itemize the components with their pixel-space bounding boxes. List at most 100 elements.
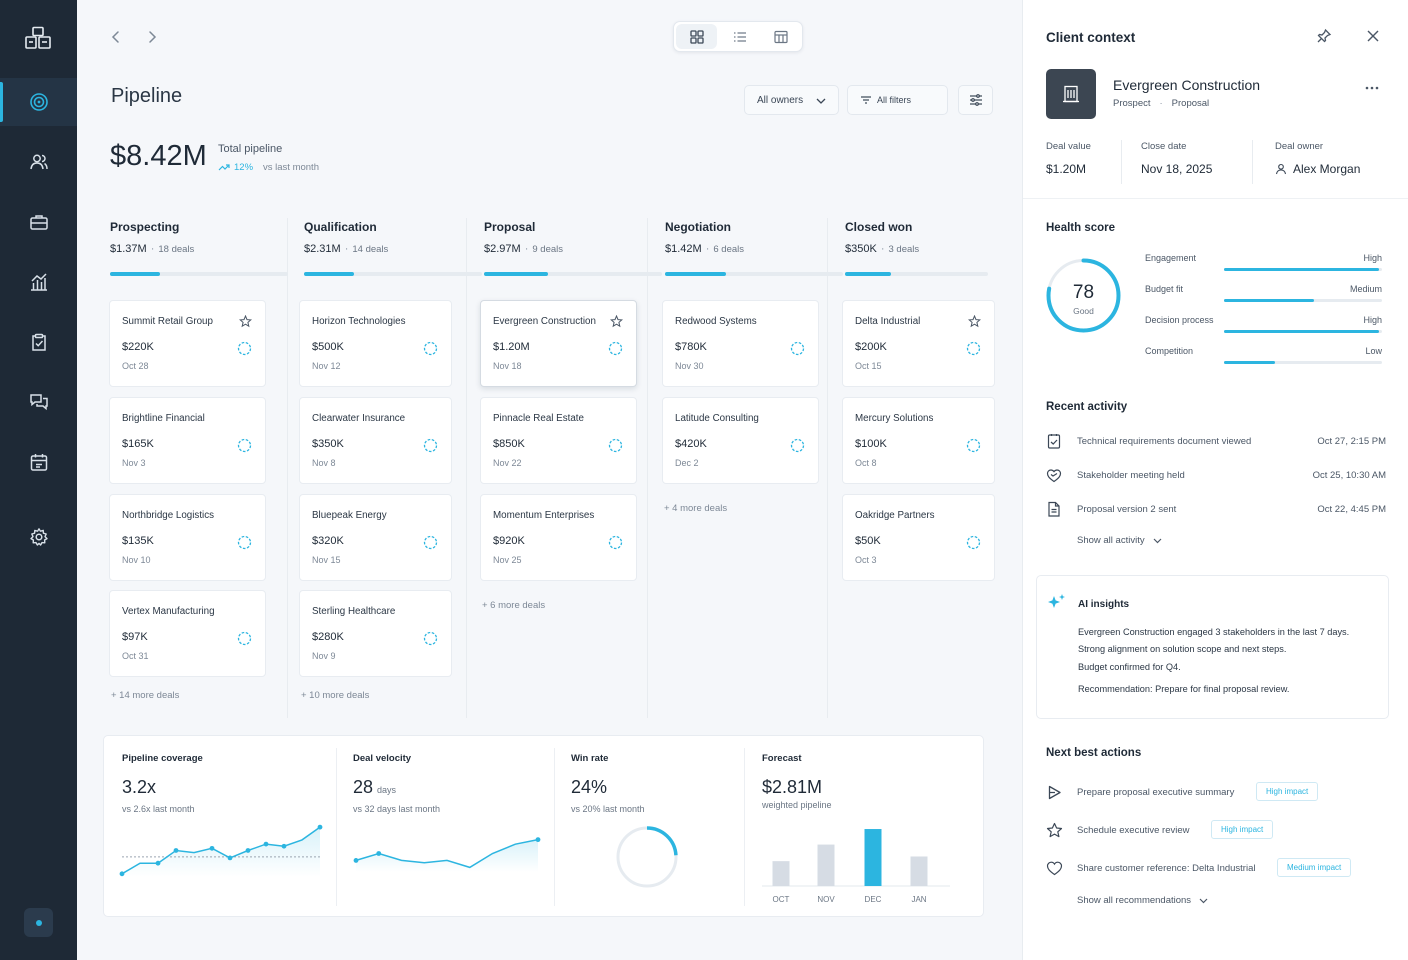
- stage-progress-fill: [665, 272, 726, 276]
- activity-item[interactable]: Technical requirements document viewed Oc…: [1046, 433, 1386, 449]
- health-metric-level: Medium: [1349, 284, 1382, 294]
- star-icon[interactable]: [968, 315, 981, 328]
- more-deals-link[interactable]: + 4 more deals: [664, 503, 728, 514]
- stage-meta: $1.42M · 6 deals: [665, 243, 745, 255]
- metric-sub: vs 20% last month: [571, 804, 645, 814]
- more-deals-link[interactable]: + 6 more deals: [482, 600, 546, 611]
- sidebar-item-tasks[interactable]: [0, 318, 77, 366]
- deal-value: $420K: [675, 438, 707, 450]
- forward-arrow-icon[interactable]: [143, 28, 161, 46]
- deal-date: Nov 18: [493, 361, 522, 371]
- metric-value: 28: [353, 777, 374, 797]
- show-all-recommendations-link[interactable]: Show all recommendations: [1077, 895, 1208, 906]
- stage-progress-fill: [484, 272, 549, 276]
- deal-card[interactable]: Redwood Systems $780K Nov 30: [662, 300, 819, 387]
- health-metric-track: [1224, 268, 1382, 271]
- activity-item[interactable]: Proposal version 2 sent Oct 22, 4:45 PM: [1046, 501, 1386, 517]
- next-action-item[interactable]: Schedule executive review High impact: [1046, 820, 1386, 840]
- next-action-item[interactable]: Share customer reference: Delta Industri…: [1046, 858, 1386, 878]
- deal-velocity-metric[interactable]: Deal velocity 28 days vs 32 days last mon…: [336, 736, 554, 918]
- owners-filter-dropdown[interactable]: All owners: [744, 85, 839, 115]
- sidebar-item-settings[interactable]: [0, 513, 77, 561]
- sidebar-item-messages[interactable]: [0, 378, 77, 426]
- pipeline-coverage-metric[interactable]: Pipeline coverage 3.2x vs 2.6x last mont…: [104, 736, 336, 918]
- deal-card[interactable]: Northbridge Logistics $135K Nov 10: [109, 494, 266, 581]
- metric-title: Win rate: [571, 753, 609, 764]
- data-point: [227, 855, 233, 861]
- deal-date: Oct 28: [122, 361, 149, 371]
- deal-card[interactable]: Vertex Manufacturing $97K Oct 31: [109, 590, 266, 677]
- data-point: [376, 851, 382, 856]
- back-arrow-icon[interactable]: [107, 28, 125, 46]
- panel-title: Client context: [1046, 30, 1136, 45]
- star-icon[interactable]: [239, 315, 252, 328]
- filter-icon: [861, 96, 871, 104]
- deal-value: $1.20M: [1046, 162, 1087, 176]
- tick-label: NOV: [817, 895, 835, 904]
- close-icon[interactable]: [1366, 29, 1380, 43]
- forecast-metric[interactable]: Forecast $2.81M weighted pipeline OCT NOV…: [744, 736, 984, 918]
- all-filters-button[interactable]: All filters: [847, 85, 948, 115]
- client-type: Prospect: [1113, 98, 1151, 109]
- next-action-text: Prepare proposal executive summary: [1077, 787, 1235, 798]
- deal-name: Bluepeak Energy: [312, 510, 387, 521]
- sidebar-item-deals[interactable]: [0, 198, 77, 246]
- deal-value: $165K: [122, 438, 154, 450]
- more-deals-link[interactable]: + 14 more deals: [111, 690, 180, 701]
- deal-card[interactable]: Summit Retail Group $220K Oct 28: [109, 300, 266, 387]
- deal-card[interactable]: Oakridge Partners $50K Oct 3: [842, 494, 995, 581]
- deal-card[interactable]: Latitude Consulting $420K Dec 2: [662, 397, 819, 484]
- stage-name: Proposal: [484, 220, 536, 234]
- sidebar-item-calendar[interactable]: [0, 438, 77, 486]
- deal-card[interactable]: Evergreen Construction $1.20M Nov 18: [480, 300, 637, 387]
- deal-card[interactable]: Bluepeak Energy $320K Nov 15: [299, 494, 452, 581]
- settings-sliders-button[interactable]: [958, 85, 993, 115]
- win-rate-metric[interactable]: Win rate 24% vs 20% last month: [554, 736, 744, 918]
- deal-card[interactable]: Delta Industrial $200K Oct 15: [842, 300, 995, 387]
- metric-title: Pipeline coverage: [122, 753, 203, 764]
- deal-card[interactable]: Pinnacle Real Estate $850K Nov 22: [480, 397, 637, 484]
- list-view-icon[interactable]: [719, 22, 760, 51]
- deal-name: Evergreen Construction: [493, 316, 596, 327]
- health-metric-track: [1224, 330, 1382, 333]
- metric-value: 3.2x: [122, 777, 157, 797]
- data-point: [281, 843, 287, 849]
- change-percent: 12%: [234, 162, 254, 173]
- table-view-icon[interactable]: [761, 22, 802, 51]
- status-ring-icon: [608, 535, 623, 550]
- stage-progress-bar: [110, 272, 288, 276]
- deal-card[interactable]: Brightline Financial $165K Nov 3: [109, 397, 266, 484]
- status-indicator[interactable]: [24, 908, 53, 937]
- deal-value: $1.20M: [493, 341, 530, 353]
- next-best-actions-title: Next best actions: [1046, 747, 1142, 759]
- more-deals-link[interactable]: + 10 more deals: [301, 690, 370, 701]
- deal-card[interactable]: Momentum Enterprises $920K Nov 25: [480, 494, 637, 581]
- pin-icon[interactable]: [1316, 28, 1332, 44]
- deal-card[interactable]: Horizon Technologies $500K Nov 12: [299, 300, 452, 387]
- activity-item[interactable]: Stakeholder meeting held Oct 25, 10:30 AM: [1046, 467, 1386, 483]
- metrics-panel: Pipeline coverage 3.2x vs 2.6x last mont…: [103, 735, 984, 917]
- show-all-activity-link[interactable]: Show all activity: [1077, 535, 1162, 546]
- deal-card[interactable]: Mercury Solutions $100K Oct 8: [842, 397, 995, 484]
- next-action-item[interactable]: Prepare proposal executive summary High i…: [1046, 782, 1386, 802]
- stage-meta: $350K · 3 deals: [845, 243, 920, 255]
- stage-amount: $2.97M: [484, 243, 521, 255]
- coverage-line-chart: [119, 824, 323, 877]
- sidebar-item-reports[interactable]: [0, 258, 77, 306]
- deal-card[interactable]: Sterling Healthcare $280K Nov 9: [299, 590, 452, 677]
- app-logo-icon[interactable]: [24, 26, 52, 50]
- board-view-icon[interactable]: [676, 24, 718, 49]
- star-icon[interactable]: [610, 315, 623, 328]
- next-action-text: Share customer reference: Delta Industri…: [1077, 863, 1256, 874]
- more-options-icon[interactable]: [1364, 85, 1380, 91]
- deal-value: $850K: [493, 438, 525, 450]
- impact-badge: High impact: [1211, 820, 1274, 839]
- stage-meta: $1.37M · 18 deals: [110, 243, 195, 255]
- health-metric-label: Decision process: [1145, 315, 1214, 325]
- deal-name: Horizon Technologies: [312, 316, 406, 327]
- deal-card[interactable]: Clearwater Insurance $350K Nov 8: [299, 397, 452, 484]
- briefcase-icon: [29, 212, 49, 232]
- sidebar-item-contacts[interactable]: [0, 138, 77, 186]
- stage-amount: $1.37M: [110, 243, 147, 255]
- sidebar-item-pipeline[interactable]: [0, 78, 77, 126]
